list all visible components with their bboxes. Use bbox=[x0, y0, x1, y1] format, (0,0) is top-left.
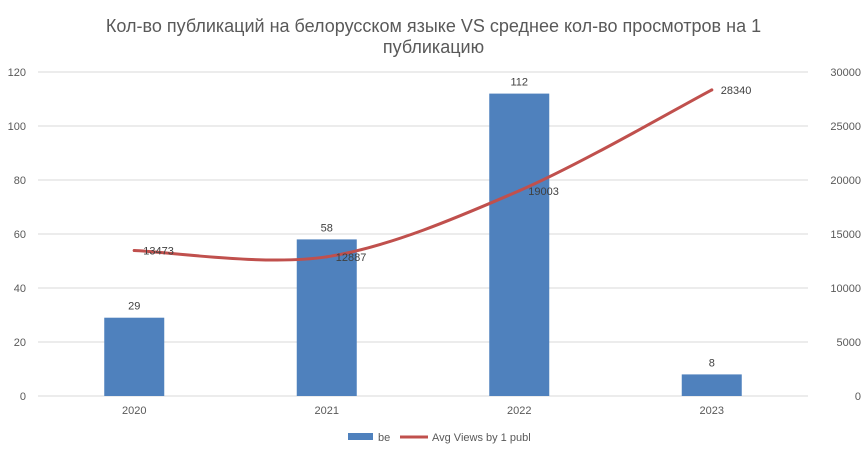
line-point bbox=[517, 189, 521, 193]
x-tick-label: 2023 bbox=[700, 405, 724, 417]
line-point bbox=[710, 88, 714, 92]
y-left-tick-label: 40 bbox=[14, 283, 26, 295]
y-right-tick-label: 10000 bbox=[830, 283, 861, 295]
bar bbox=[489, 93, 550, 396]
y-right-tick-label: 25000 bbox=[830, 121, 861, 133]
y-left-tick-label: 80 bbox=[14, 175, 26, 187]
bar bbox=[296, 239, 357, 396]
y-left-tick-label: 60 bbox=[14, 229, 26, 241]
line-point bbox=[132, 248, 136, 252]
bar-data-label: 29 bbox=[128, 301, 140, 313]
line-point bbox=[325, 255, 329, 259]
x-tick-label: 2020 bbox=[122, 405, 146, 417]
line-data-label: 19003 bbox=[528, 186, 559, 198]
bar-data-label: 58 bbox=[321, 222, 333, 234]
bar-data-label: 8 bbox=[709, 357, 715, 369]
line-data-label: 28340 bbox=[721, 85, 752, 97]
y-right-tick-label: 5000 bbox=[837, 337, 861, 349]
legend-swatch-bar bbox=[348, 433, 373, 440]
chart-title: Кол-во публикаций на белорусском языке V… bbox=[105, 16, 762, 36]
y-left-tick-label: 20 bbox=[14, 337, 26, 349]
y-left-tick-label: 120 bbox=[8, 67, 26, 79]
y-left-tick-label: 0 bbox=[20, 391, 26, 403]
bar bbox=[104, 317, 165, 396]
line-data-label: 12887 bbox=[336, 252, 367, 264]
bar-data-label: 112 bbox=[510, 77, 528, 89]
x-tick-label: 2021 bbox=[315, 405, 339, 417]
y-right-tick-label: 20000 bbox=[830, 175, 861, 187]
line-series-avg-views bbox=[132, 88, 714, 262]
y-right-tick-label: 0 bbox=[855, 391, 861, 403]
legend-label-line: Avg Views by 1 publ bbox=[432, 432, 531, 444]
legend-label-bar: be bbox=[378, 432, 390, 444]
y-left-tick-label: 100 bbox=[8, 121, 26, 133]
bar bbox=[681, 374, 742, 396]
x-tick-label: 2022 bbox=[507, 405, 531, 417]
y-right-tick-label: 30000 bbox=[830, 67, 861, 79]
y-right-tick-label: 15000 bbox=[830, 229, 861, 241]
chart-title-continuation: публикацию bbox=[382, 37, 485, 57]
line-data-label: 13473 bbox=[143, 245, 174, 257]
